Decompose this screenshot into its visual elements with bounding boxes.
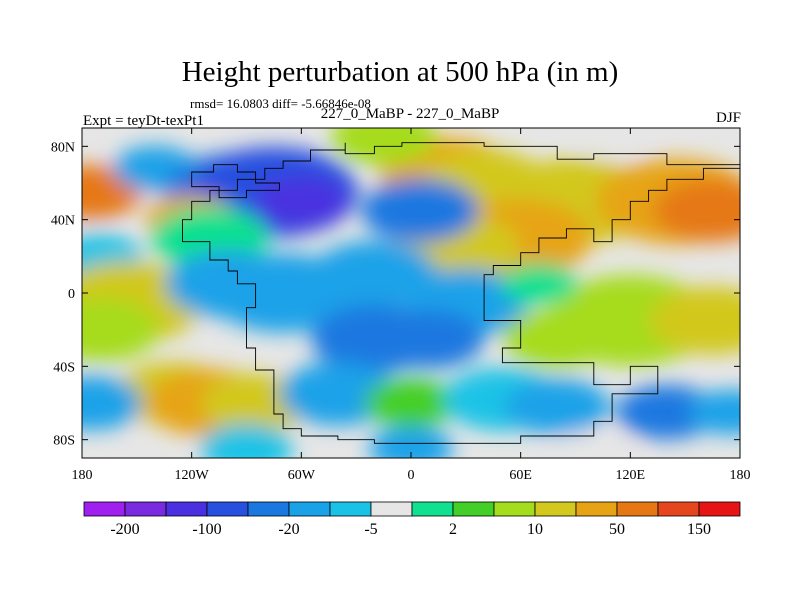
colorbar: -200 -100 -20 -5 2 10 50 150	[83, 501, 741, 538]
field-anomaly	[200, 423, 293, 458]
field-anomaly	[82, 375, 142, 431]
y-tick-label: 40N	[51, 214, 75, 229]
continent-outline	[182, 142, 740, 444]
field-anomaly	[653, 178, 740, 243]
colorbar-label: -5	[364, 521, 377, 538]
colorbar-swatch	[616, 501, 659, 517]
colorbar-swatch	[329, 501, 372, 517]
y-tick-label: 80S	[53, 434, 75, 449]
x-tick-label: 180	[72, 468, 93, 483]
colorbar-label: -200	[110, 521, 139, 538]
stats-label: rmsd= 16.0803 diff= -5.66846e-08	[190, 96, 371, 111]
field-anomaly	[82, 297, 160, 362]
field-anomaly	[616, 384, 718, 440]
axis-ticks: 180 120W 60W 0 60E 120E 180 80N 40N 0 40S 80S	[51, 128, 751, 483]
colorbar-swatch	[698, 501, 741, 517]
comparison-label: 227_0_MaBP - 227_0_MaBP	[320, 106, 500, 122]
experiment-label: Expt = teyDt-texPt1	[83, 113, 204, 129]
y-tick-label: 80N	[51, 140, 75, 155]
island-outline	[191, 164, 280, 199]
continent-outlines	[182, 142, 740, 444]
colorbar-swatch	[124, 501, 167, 517]
field-anomaly	[368, 426, 454, 458]
y-tick-label: 0	[68, 287, 75, 302]
field-anomaly	[649, 286, 740, 355]
x-tick-label: 60W	[288, 468, 316, 483]
colorbar-swatch	[206, 501, 249, 517]
field-anomaly	[551, 431, 636, 458]
x-tick-label: 0	[408, 468, 415, 483]
x-tick-label: 180	[730, 468, 751, 483]
colorbar-label: 150	[687, 521, 711, 538]
colorbar-label: -20	[278, 521, 299, 538]
field-anomaly	[501, 263, 577, 305]
field-anomaly	[364, 378, 458, 428]
plot-area	[82, 128, 740, 458]
colorbar-swatch	[575, 501, 618, 517]
field-anomaly	[688, 389, 740, 435]
colorbar-label: 50	[609, 521, 625, 538]
colorbar-swatch	[247, 501, 290, 517]
season-label: DJF	[715, 110, 741, 126]
y-tick-label: 40S	[53, 360, 75, 375]
colorbar-swatch	[165, 501, 208, 517]
colorbar-label: -100	[192, 521, 221, 538]
colorbar-label: 10	[527, 521, 543, 538]
colorbar-swatch	[452, 501, 495, 517]
colorbar-swatch	[83, 501, 126, 517]
field-anomaly	[578, 128, 646, 156]
colorbar-swatch	[534, 501, 577, 517]
field-anomaly	[255, 176, 348, 227]
chart-title: Height perturbation at 500 hPa (in m)	[181, 56, 619, 88]
field-anomaly	[374, 309, 484, 369]
x-tick-label: 60E	[509, 468, 532, 483]
field-anomaly	[361, 178, 479, 243]
x-tick-label: 120W	[175, 468, 210, 483]
colorbar-swatch	[288, 501, 331, 517]
colorbar-swatch	[370, 501, 413, 517]
colorbar-swatch	[411, 501, 454, 517]
field-anomaly	[502, 309, 612, 369]
colorbar-swatch	[493, 501, 536, 517]
contour-fill	[82, 128, 740, 458]
field-anomaly	[331, 128, 437, 166]
colorbar-swatch	[657, 501, 700, 517]
field-anomaly	[504, 378, 610, 435]
colorbar-label: 2	[449, 521, 457, 538]
x-tick-label: 120E	[616, 468, 646, 483]
